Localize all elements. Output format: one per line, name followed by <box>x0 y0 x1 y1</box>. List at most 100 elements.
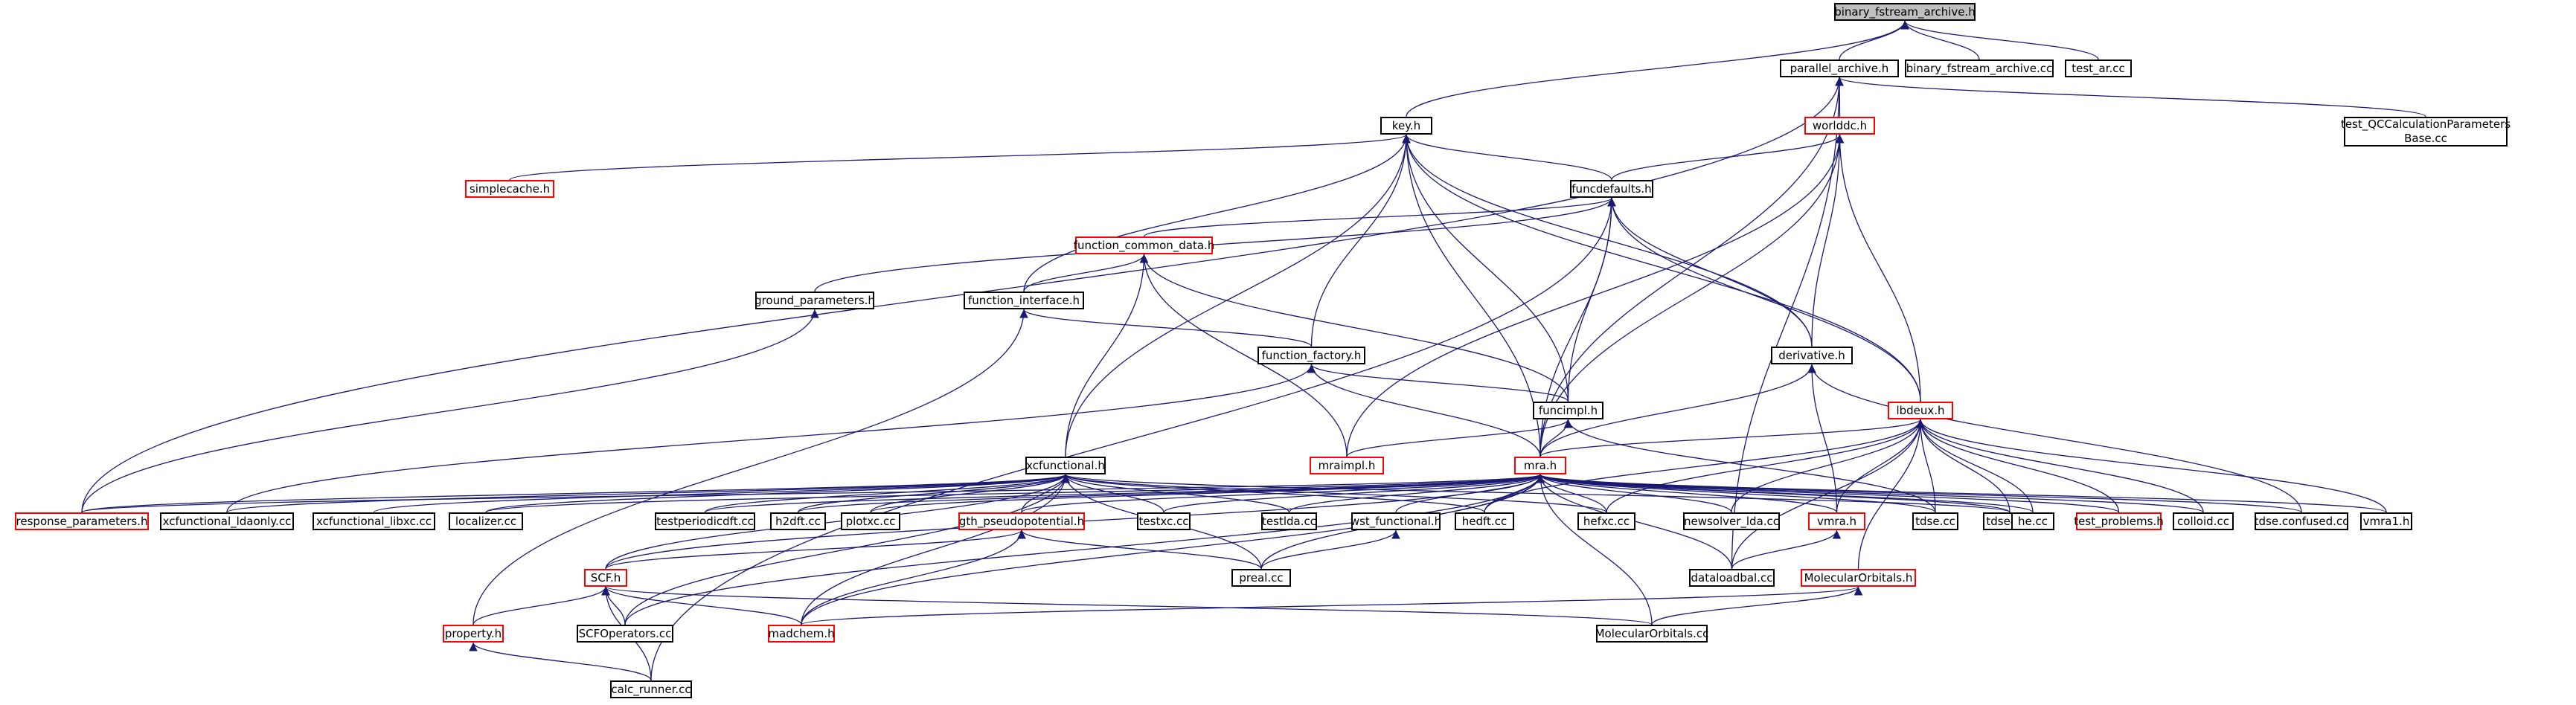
node-ground[interactable]: ground_parameters.h <box>754 292 875 309</box>
node-colloid[interactable]: colloid.cc <box>2173 512 2234 530</box>
edge-he-to-lbdeux <box>1916 419 2034 513</box>
edge-xclda-to-ffactory <box>226 364 1316 513</box>
node-label: localizer.cc <box>455 514 517 528</box>
edge-simplecache-to-key <box>509 134 1411 181</box>
node-derivative[interactable]: derivative.h <box>1771 347 1853 364</box>
node-testar[interactable]: test_ar.cc <box>2065 59 2132 77</box>
node-bfa-h[interactable]: binary_fstream_archive.h <box>1834 3 1976 21</box>
edge-dataload-to-lbdeux <box>1731 419 1925 570</box>
node-newsolver[interactable]: newsolver_lda.cc <box>1683 512 1780 530</box>
node-label: function_factory.h <box>1261 348 1362 362</box>
node-dataload[interactable]: dataloadbal.cc <box>1689 569 1775 587</box>
node-label: testxc.cc <box>1138 514 1189 528</box>
edge-colloid-to-mra <box>1536 474 2204 513</box>
node-respparams[interactable]: response_parameters.h <box>15 512 149 530</box>
node-vmrah[interactable]: vmra.h <box>1808 512 1865 530</box>
node-testqc[interactable]: test_QCCalculationParameters Base.cc <box>2341 117 2511 147</box>
edge-finterface-to-fcd <box>1023 254 1149 292</box>
node-calcrunner[interactable]: calc_runner.cc <box>610 680 692 698</box>
edge-respparams-to-parallel <box>81 77 1844 513</box>
edge-mra-to-key <box>1402 134 1541 457</box>
edge-xcfunc-to-fcd <box>1065 254 1149 457</box>
node-property[interactable]: property.h <box>443 625 504 643</box>
node-testxc[interactable]: testxc.cc <box>1137 512 1191 530</box>
node-h2dft[interactable]: h2dft.cc <box>770 512 826 530</box>
node-hefxc[interactable]: hefxc.cc <box>1577 512 1635 530</box>
node-vmra1[interactable]: vmra1.h <box>2360 512 2412 530</box>
node-xclda[interactable]: xcfunctional_ldaonly.cc <box>160 512 294 530</box>
edge-ground-to-funcdefaults <box>814 197 1616 292</box>
edge-madchem-to-gth <box>801 529 1026 625</box>
node-label: binary_fstream_archive.h <box>1834 4 1976 19</box>
edge-colloid-to-lbdeux <box>1916 419 2204 513</box>
edge-testxc-to-mra <box>1163 474 1545 513</box>
node-funcdefaults[interactable]: funcdefaults.h <box>1570 180 1653 198</box>
node-fcd[interactable]: function_common_data.h <box>1074 236 1214 254</box>
node-scfops[interactable]: SCFOperators.cc <box>577 625 673 643</box>
edge-preal-to-wst <box>1260 529 1400 570</box>
edge-madchem-to-xcfunc <box>801 474 1070 625</box>
edge-tdse4-to-mra <box>1536 474 2011 513</box>
node-label: tdse.cc <box>1915 514 1955 528</box>
node-ffactory[interactable]: function_factory.h <box>1257 347 1365 364</box>
edge-localizer-to-mra <box>485 474 1545 513</box>
edge-testprob-to-mra <box>1536 474 2120 513</box>
node-mraimpl[interactable]: mraimpl.h <box>1310 457 1384 474</box>
edge-property-to-finterface <box>472 309 1028 625</box>
node-label: funcdefaults.h <box>1571 181 1652 196</box>
node-testperiodic[interactable]: testperiodicdft.cc <box>655 512 755 530</box>
node-tdseconf[interactable]: tdse.confused.cc <box>2255 512 2348 530</box>
node-localizer[interactable]: localizer.cc <box>449 512 523 530</box>
node-label: hefxc.cc <box>1583 514 1630 528</box>
node-plotxc[interactable]: plotxc.cc <box>841 512 900 530</box>
node-worlddc[interactable]: worlddc.h <box>1804 117 1875 135</box>
node-madchem[interactable]: madchem.h <box>768 625 835 643</box>
node-gth[interactable]: gth_pseudopotential.h <box>958 512 1085 530</box>
edge-plotxc-to-xcfunc <box>870 474 1070 513</box>
edge-scf-to-gth <box>605 529 1026 570</box>
node-finterface[interactable]: function_interface.h <box>964 292 1084 309</box>
edge-funcdefaults-to-worlddc <box>1611 134 1845 181</box>
edge-respparams-to-ground <box>81 309 819 513</box>
node-label: derivative.h <box>1778 348 1845 362</box>
node-parallel[interactable]: parallel_archive.h <box>1780 59 1899 77</box>
edge-vmra1-to-mra <box>1536 474 2387 513</box>
node-label: simplecache.h <box>469 181 551 196</box>
node-he[interactable]: he.cc <box>2011 512 2054 530</box>
node-label: he.cc <box>2018 514 2048 528</box>
node-funcimpl[interactable]: funcimpl.h <box>1533 402 1603 419</box>
node-testlda[interactable]: testlda.cc <box>1261 512 1317 530</box>
node-xcfunc[interactable]: xcfunctional.h <box>1025 457 1106 474</box>
node-xclibxc[interactable]: xcfunctional_libxc.cc <box>313 512 435 530</box>
node-lbdeux[interactable]: lbdeux.h <box>1888 402 1953 419</box>
node-label: key.h <box>1391 118 1421 132</box>
node-key[interactable]: key.h <box>1380 117 1432 135</box>
edge-property-to-scf <box>472 586 610 625</box>
edge-hefxc-to-xcfunc <box>1061 474 1607 513</box>
node-label: dataloadbal.cc <box>1691 570 1773 585</box>
node-label: test_problems.h <box>2074 514 2164 528</box>
node-wst[interactable]: wst_functional.h <box>1351 512 1441 530</box>
node-testprob[interactable]: test_problems.h <box>2074 512 2164 530</box>
node-label: hedft.cc <box>1461 514 1508 528</box>
node-label: funcimpl.h <box>1538 403 1598 417</box>
node-tdse[interactable]: tdse.cc <box>1912 512 1958 530</box>
edge-key-to-bfa_h <box>1406 20 1909 118</box>
node-molorb[interactable]: MolecularOrbitals.h <box>1801 569 1916 587</box>
node-simplecache[interactable]: simplecache.h <box>465 180 554 198</box>
edge-lbdeux-to-worlddc <box>1835 134 1921 402</box>
edge-tdse-to-mra <box>1536 474 1936 513</box>
edge-respparams-to-xcfunc <box>81 474 1070 513</box>
node-scf[interactable]: SCF.h <box>584 569 627 587</box>
node-molorbcc[interactable]: MolecularOrbitals.cc <box>1595 625 1708 643</box>
edge-preal-to-gth <box>1017 529 1262 570</box>
node-label: binary_fstream_archive.cc <box>1906 61 2053 75</box>
edge-gth-to-mra <box>1021 474 1545 513</box>
node-hedft[interactable]: hedft.cc <box>1455 512 1514 530</box>
edge-derivative-to-funcdefaults <box>1607 197 1813 347</box>
node-label: SCF.h <box>590 570 621 585</box>
node-label: madchem.h <box>768 626 835 640</box>
node-bfa-cc[interactable]: binary_fstream_archive.cc <box>1905 59 2054 77</box>
node-preal[interactable]: preal.cc <box>1231 569 1291 587</box>
node-mra[interactable]: mra.h <box>1514 457 1566 474</box>
